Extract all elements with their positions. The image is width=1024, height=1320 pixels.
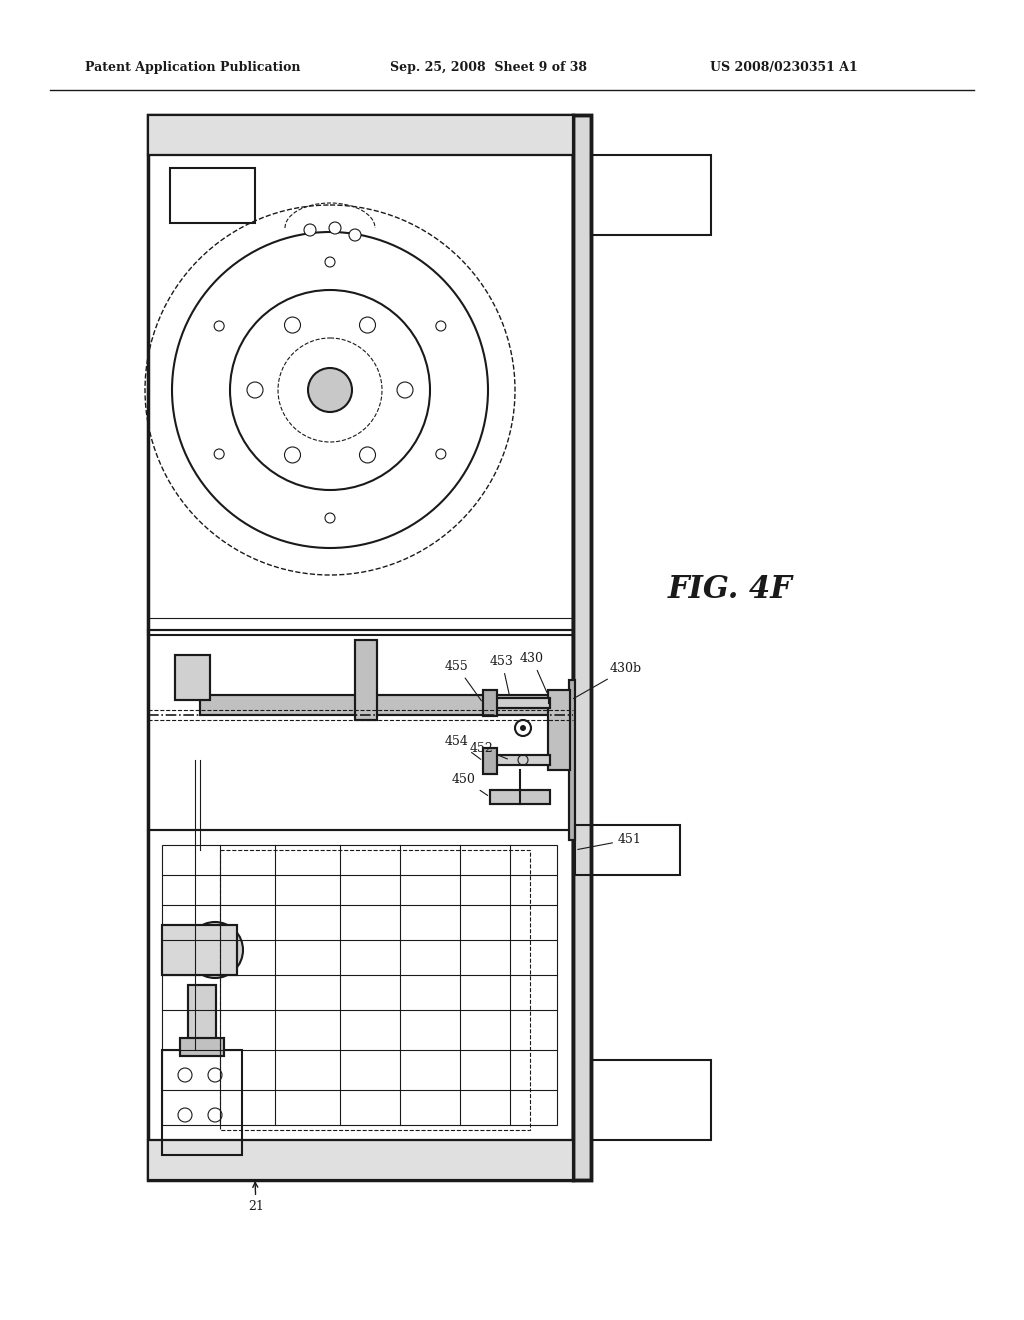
Bar — [148, 830, 573, 1140]
Text: US 2008/0230351 A1: US 2008/0230351 A1 — [710, 62, 858, 74]
Circle shape — [397, 381, 413, 399]
Circle shape — [187, 921, 243, 978]
Circle shape — [520, 725, 526, 731]
Bar — [490, 789, 550, 804]
Bar — [569, 680, 575, 840]
Bar — [148, 115, 573, 154]
Bar — [591, 154, 711, 235]
Text: 455: 455 — [445, 660, 481, 701]
Bar — [573, 115, 591, 1180]
Circle shape — [436, 449, 445, 459]
Bar — [548, 690, 570, 770]
Bar — [569, 680, 575, 840]
Circle shape — [285, 447, 300, 463]
Bar — [490, 755, 550, 766]
Text: 430b: 430b — [573, 663, 642, 698]
Text: 454: 454 — [445, 735, 481, 759]
Bar — [490, 755, 550, 766]
Bar — [148, 115, 573, 1180]
Bar — [148, 1140, 573, 1180]
Bar — [573, 115, 591, 1180]
Text: Patent Application Publication: Patent Application Publication — [85, 62, 300, 74]
Bar — [188, 985, 216, 1040]
Circle shape — [214, 321, 224, 331]
Text: 452: 452 — [470, 742, 508, 759]
Bar — [148, 154, 573, 635]
Circle shape — [325, 513, 335, 523]
Bar — [162, 845, 557, 1125]
Circle shape — [308, 368, 352, 412]
Circle shape — [359, 447, 376, 463]
Bar — [220, 850, 530, 1130]
Bar — [483, 748, 497, 774]
Bar — [180, 1038, 224, 1056]
Bar — [170, 168, 255, 223]
Bar — [175, 655, 210, 700]
Bar — [148, 1140, 573, 1180]
Text: 453: 453 — [490, 655, 514, 696]
Text: 430: 430 — [520, 652, 547, 693]
Circle shape — [349, 228, 361, 242]
Bar — [483, 690, 497, 715]
Circle shape — [285, 317, 300, 333]
Circle shape — [214, 449, 224, 459]
Bar — [175, 655, 210, 700]
Bar — [162, 925, 237, 975]
Text: FIG. 4F: FIG. 4F — [668, 574, 793, 606]
Bar — [148, 115, 573, 154]
Circle shape — [325, 257, 335, 267]
Bar — [483, 690, 497, 715]
Circle shape — [436, 321, 445, 331]
Circle shape — [247, 381, 263, 399]
Bar — [575, 825, 680, 875]
Bar — [162, 925, 237, 975]
Bar — [200, 696, 550, 715]
Bar — [200, 696, 550, 715]
Circle shape — [515, 719, 531, 737]
Text: 450: 450 — [452, 774, 487, 796]
Circle shape — [329, 222, 341, 234]
Text: Sep. 25, 2008  Sheet 9 of 38: Sep. 25, 2008 Sheet 9 of 38 — [390, 62, 587, 74]
Circle shape — [304, 224, 316, 236]
Text: 451: 451 — [578, 833, 642, 850]
Bar — [548, 690, 570, 770]
Bar — [148, 630, 573, 830]
Bar — [490, 789, 550, 804]
Bar — [188, 985, 216, 1040]
Bar — [591, 1060, 711, 1140]
Bar — [355, 640, 377, 719]
Bar — [490, 698, 550, 708]
Bar — [355, 640, 377, 719]
Bar — [490, 698, 550, 708]
Bar — [180, 1038, 224, 1056]
Text: 21: 21 — [248, 1183, 264, 1213]
Circle shape — [359, 317, 376, 333]
Bar — [483, 748, 497, 774]
Bar — [162, 1049, 242, 1155]
